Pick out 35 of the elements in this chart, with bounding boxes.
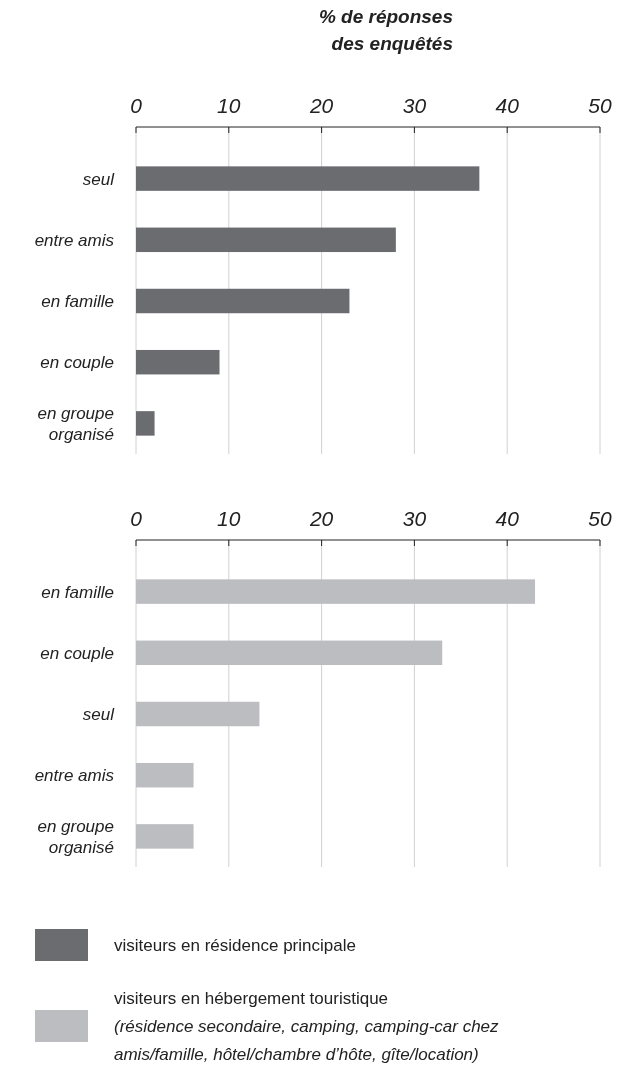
y-tick-label: seul — [82, 705, 116, 724]
y-tick-label: entre amis — [34, 230, 115, 250]
bar — [136, 411, 155, 436]
y-tick-label: entre amis — [34, 766, 115, 786]
x-tick-label: 30 — [402, 507, 427, 530]
x-tick-label: 30 — [402, 94, 427, 117]
x-axis-title: % de réponses des enquêtés — [318, 6, 453, 54]
y-tick-label: en couple — [40, 353, 114, 373]
x-tick-label: 0 — [130, 94, 143, 117]
y-tick-label: en famille — [41, 582, 114, 602]
bar — [136, 349, 220, 375]
bar — [136, 579, 536, 604]
x-tick-label: 10 — [217, 507, 241, 530]
bar — [136, 824, 194, 849]
bar — [136, 288, 350, 314]
legend-label: visiteurs en résidence principale — [114, 936, 356, 955]
y-tick-label: en couple — [40, 643, 114, 663]
x-tick-label: 50 — [588, 507, 612, 530]
y-tick-label: en famille — [41, 292, 114, 311]
bar — [136, 640, 443, 666]
y-tick-label: en groupe organisé — [37, 404, 114, 445]
x-tick-label: 0 — [130, 507, 143, 530]
legend-label: visiteurs en hébergement touristique (résidence secondaire, camping, camping-car chez amis/famille, hôtel/chambre d’hôte, gîte/location) — [114, 989, 500, 1064]
bar — [136, 762, 194, 788]
bar — [136, 701, 260, 727]
x-tick-label: 10 — [217, 94, 241, 117]
x-tick-label: 40 — [495, 507, 520, 530]
y-tick-label: seul — [82, 169, 116, 189]
x-tick-label: 20 — [308, 507, 334, 530]
x-tick-label: 50 — [588, 94, 612, 117]
bar — [136, 166, 480, 191]
y-tick-label: en groupe organisé — [37, 817, 114, 858]
x-tick-label: 20 — [308, 94, 334, 117]
x-tick-label: 40 — [495, 94, 520, 117]
bar — [136, 227, 396, 253]
